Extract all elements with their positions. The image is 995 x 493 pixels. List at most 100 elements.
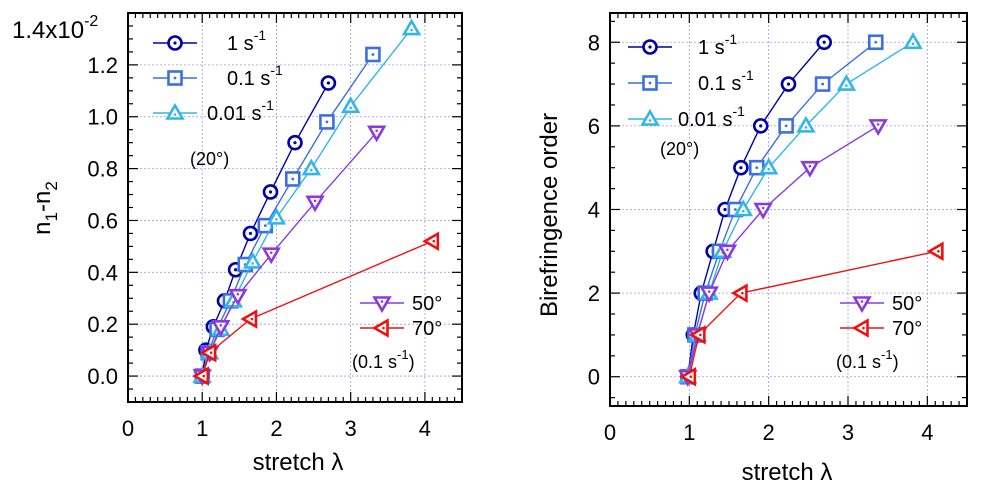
- right-data-point: [780, 76, 797, 92]
- left-data-point: [242, 251, 263, 269]
- left-data-point: [319, 114, 335, 130]
- left-x-tick-label: 4: [419, 416, 431, 441]
- left-legend-marker: [371, 318, 389, 338]
- left-data-point: [242, 225, 259, 242]
- right-x-tick-label: 4: [921, 420, 933, 445]
- right-data-point: [868, 119, 888, 136]
- left-y-tick-label: 1.2: [87, 53, 118, 78]
- right-data-point: [796, 115, 816, 133]
- left-x-axis-title: stretch λ: [253, 449, 344, 476]
- left-data-point: [284, 171, 301, 187]
- right-data-point: [733, 199, 754, 217]
- right-data-point: [814, 76, 831, 92]
- left-data-point: [340, 96, 361, 114]
- left-legend-entry: 50°: [360, 293, 442, 315]
- left-data-point: [211, 319, 231, 337]
- right-data-point: [679, 366, 697, 387]
- left-data-point: [366, 125, 387, 143]
- right-legend-marker: [851, 318, 869, 338]
- right-legend-label: 0.1 s-1: [698, 67, 754, 95]
- left-data-point: [199, 342, 217, 363]
- right-legend-marker: [852, 296, 872, 314]
- left-series-4: [192, 231, 440, 386]
- right-legend-entry: 1 s-1: [628, 31, 737, 59]
- right-data-point: [758, 157, 779, 175]
- right-y-tick-label: 6: [588, 114, 600, 139]
- left-data-point: [192, 366, 210, 386]
- right-series-4: [679, 241, 944, 387]
- right-data-point: [816, 34, 833, 51]
- left-legend-marker: [372, 296, 392, 314]
- left-legend-marker: [165, 102, 185, 120]
- left-legend-label: 70°: [412, 318, 442, 340]
- left-legend-entry: 1 s-1: [153, 27, 266, 55]
- right-legend-entry: 50°: [840, 293, 922, 315]
- left-data-point: [320, 75, 337, 91]
- right-y-tick-label: 8: [588, 30, 600, 55]
- right-legend-label: 1 s-1: [698, 31, 737, 59]
- right-chart-series: [677, 32, 944, 387]
- right-legend-marker: [642, 39, 658, 55]
- left-legend-entry: 0.01 s-1: [153, 97, 274, 125]
- right-x-tick-label: 3: [842, 420, 854, 445]
- right-data-point: [699, 286, 719, 304]
- left-x-tick-label: 0: [122, 416, 134, 441]
- right-y-tick-label: 0: [588, 365, 600, 390]
- left-data-point: [401, 18, 422, 36]
- right-data-point: [903, 32, 923, 50]
- right-x-tick-labels: 0 1 2 3 4: [604, 420, 934, 445]
- left-legend-label: 0.1 s-1: [227, 62, 283, 90]
- right-data-point: [778, 118, 794, 134]
- left-legend-note-temp: (20°): [190, 149, 229, 169]
- left-data-point: [240, 309, 258, 329]
- right-legend-note-rate: (0.1 s-1): [836, 347, 899, 372]
- right-x-tick-label: 0: [604, 420, 616, 445]
- left-series-line: [201, 240, 433, 377]
- left-data-point: [422, 231, 440, 251]
- right-x-axis-title: stretch λ: [742, 459, 833, 486]
- right-data-point: [733, 159, 749, 176]
- right-legend-entry: 0.01 s-1: [628, 103, 745, 131]
- left-y-axis-title: n1-n2: [29, 181, 61, 235]
- right-data-point: [753, 202, 773, 220]
- right-data-point: [926, 241, 944, 262]
- right-legend-marker: [640, 108, 660, 126]
- left-legend-marker: [167, 70, 183, 86]
- left-legend-entry: 70°: [360, 318, 442, 340]
- right-data-point: [867, 34, 884, 51]
- right-data-point: [688, 325, 706, 345]
- left-y-tick-label: 1.0: [87, 105, 118, 130]
- right-y-tick-label: 2: [588, 281, 600, 306]
- right-data-point: [752, 118, 769, 134]
- right-chart-panel: 0 2 4 6 8 0 1 2 3 4 Birefringence order stretch …: [536, 12, 968, 486]
- right-y-axis-title: Birefringence order: [536, 113, 563, 317]
- right-data-point: [836, 73, 857, 91]
- right-y-tick-label: 4: [588, 198, 600, 223]
- left-chart-panel: 0.0 0.2 0.4 0.6 0.8 1.0 1.2 0 1 2 3 4 1.4x10-2 n1-…: [12, 12, 463, 476]
- left-chart-series: [192, 18, 440, 387]
- right-chart-frame: [609, 12, 968, 407]
- left-data-point: [287, 134, 303, 151]
- left-data-point: [228, 288, 248, 306]
- left-data-point: [305, 195, 325, 213]
- left-y-tick-label: 0.8: [87, 157, 118, 182]
- left-data-point: [266, 207, 287, 225]
- right-data-point: [800, 160, 820, 178]
- left-legend-marker: [167, 35, 183, 51]
- left-y-multiplier: 1.4x10-2: [12, 13, 98, 44]
- right-chart-grid: [609, 13, 967, 406]
- left-x-tick-labels: 0 1 2 3 4: [122, 416, 431, 441]
- left-legend: 1 s-1 0.1 s-1 0.01 s-1 50° 70°: [153, 27, 442, 340]
- right-y-tick-labels: 0 2 4 6 8: [588, 30, 600, 389]
- right-x-tick-label: 1: [683, 420, 695, 445]
- right-legend-label: 70°: [892, 318, 922, 340]
- right-series-line: [688, 250, 937, 377]
- left-legend-note-rate: (0.1 s-1): [352, 347, 415, 372]
- left-x-tick-label: 1: [196, 416, 208, 441]
- right-data-point: [717, 244, 738, 262]
- right-legend: 1 s-1 0.1 s-1 0.01 s-1 50° 70°: [628, 31, 922, 340]
- left-y-tick-label: 0.0: [87, 364, 118, 389]
- right-legend-label: 50°: [892, 293, 922, 315]
- right-legend-entry: 70°: [840, 318, 922, 340]
- left-y-tick-labels: 0.0 0.2 0.4 0.6 0.8 1.0 1.2: [87, 53, 118, 389]
